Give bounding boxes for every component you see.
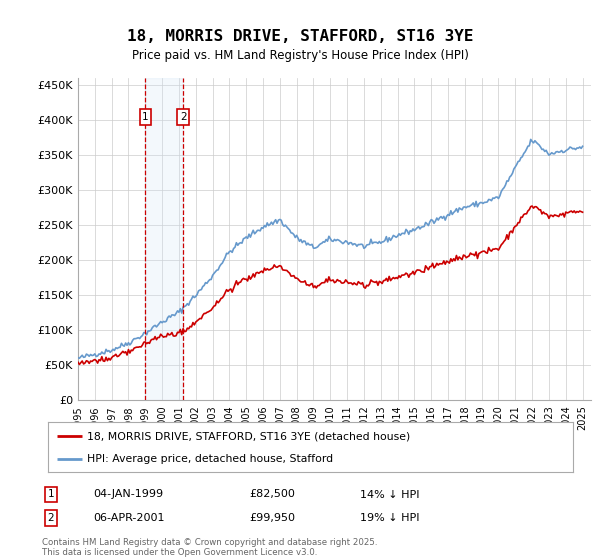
Text: Contains HM Land Registry data © Crown copyright and database right 2025.
This d: Contains HM Land Registry data © Crown c… <box>42 538 377 557</box>
Text: 18, MORRIS DRIVE, STAFFORD, ST16 3YE (detached house): 18, MORRIS DRIVE, STAFFORD, ST16 3YE (de… <box>88 431 410 441</box>
Text: HPI: Average price, detached house, Stafford: HPI: Average price, detached house, Staf… <box>88 454 334 464</box>
Text: 19% ↓ HPI: 19% ↓ HPI <box>360 513 419 523</box>
Text: Price paid vs. HM Land Registry's House Price Index (HPI): Price paid vs. HM Land Registry's House … <box>131 49 469 63</box>
Text: 04-JAN-1999: 04-JAN-1999 <box>93 489 163 500</box>
Text: £99,950: £99,950 <box>249 513 295 523</box>
Text: 18, MORRIS DRIVE, STAFFORD, ST16 3YE: 18, MORRIS DRIVE, STAFFORD, ST16 3YE <box>127 29 473 44</box>
Text: 1: 1 <box>142 112 149 122</box>
Text: £82,500: £82,500 <box>249 489 295 500</box>
Text: 1: 1 <box>47 489 55 500</box>
Text: 14% ↓ HPI: 14% ↓ HPI <box>360 489 419 500</box>
Text: 06-APR-2001: 06-APR-2001 <box>93 513 164 523</box>
Bar <box>145 78 183 400</box>
Text: 2: 2 <box>180 112 187 122</box>
Text: 2: 2 <box>47 513 55 523</box>
